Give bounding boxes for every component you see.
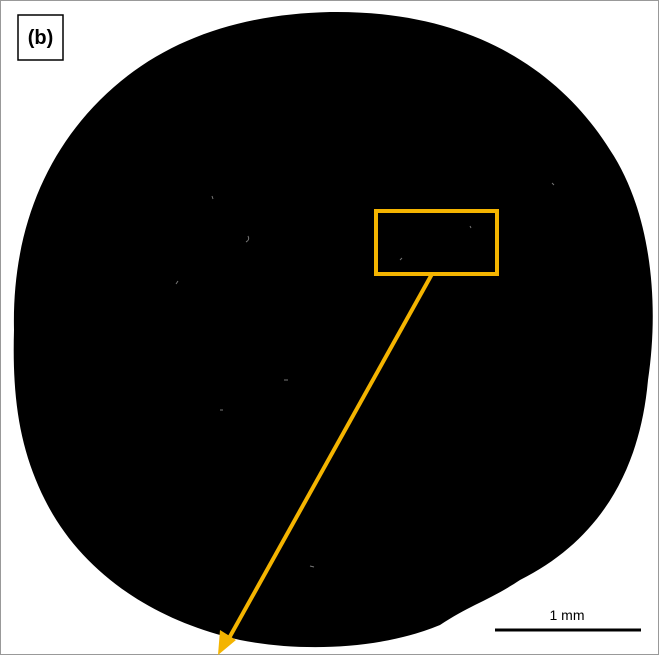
scale-bar-label: 1 mm (550, 607, 585, 623)
micrograph: (b) 1 mm (0, 0, 659, 655)
panel-label: (b) (28, 27, 54, 49)
page: (b) 1 mm (() => { const data = JSON.pars… (0, 0, 659, 655)
sample-cross-section (14, 12, 653, 647)
